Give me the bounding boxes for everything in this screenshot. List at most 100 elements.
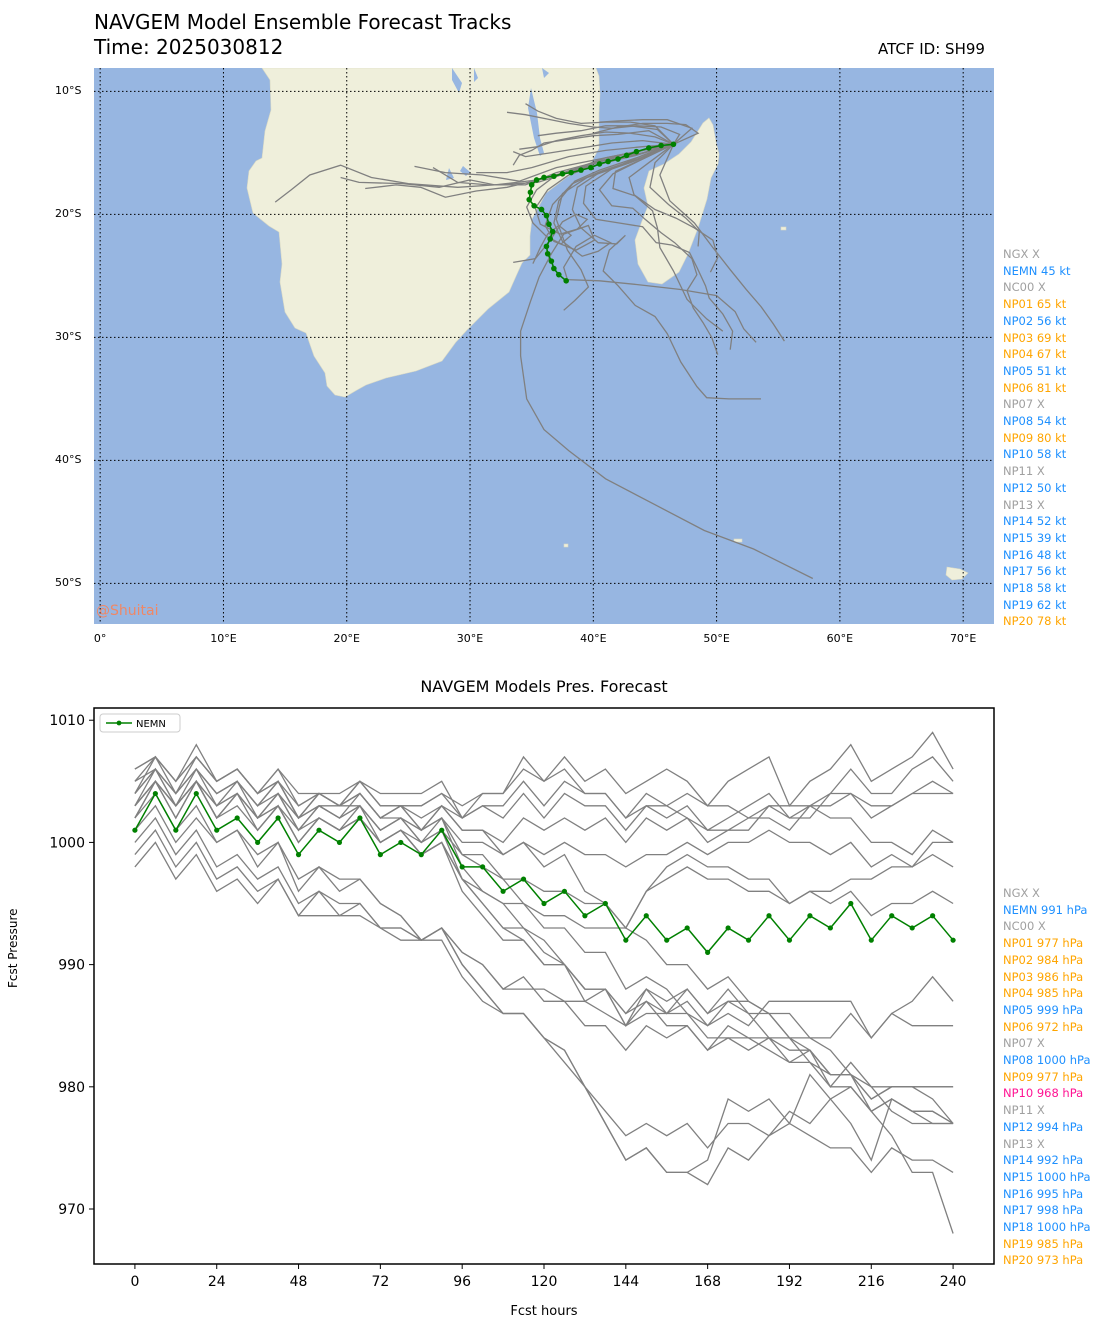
- x-axis-title: Fcst hours: [510, 1304, 578, 1319]
- mean-series-point: [500, 888, 506, 894]
- legend-entry: NP04 67 kt: [1003, 347, 1067, 362]
- watermark: @Shuitai: [96, 603, 159, 619]
- legend-entry: NP19 985 hPa: [1003, 1236, 1084, 1251]
- mean-series-point: [214, 827, 220, 833]
- mean-series-point: [827, 925, 833, 931]
- mean-track-point: [544, 250, 551, 257]
- series-line-np12: [134, 755, 954, 844]
- mean-series-point: [684, 925, 690, 931]
- member-track: [553, 143, 757, 343]
- mean-series-point: [930, 913, 936, 919]
- legend-entry: NP13 X: [1003, 497, 1045, 512]
- island: [780, 226, 787, 231]
- legend-entry: NP17 998 hPa: [1003, 1203, 1084, 1218]
- member-track: [628, 143, 719, 273]
- legend-entry: NP14 992 hPa: [1003, 1153, 1084, 1168]
- mean-series-point: [275, 815, 281, 821]
- legend-entry: NP09 80 kt: [1003, 430, 1067, 445]
- mean-series-point: [889, 913, 895, 919]
- x-tick-label: 216: [858, 1274, 885, 1290]
- mean-track-point: [543, 243, 550, 250]
- legend-entry: NP05 999 hPa: [1003, 1002, 1084, 1017]
- mean-track-point: [555, 271, 562, 278]
- mean-series-point: [459, 864, 465, 870]
- member-track: [537, 125, 674, 145]
- mean-track-point: [531, 202, 537, 209]
- legend-entry: NP20 973 hPa: [1003, 1253, 1084, 1268]
- mean-track-point: [551, 173, 557, 180]
- mean-track-point: [568, 169, 574, 176]
- legend-entry: NGX X: [1003, 247, 1040, 261]
- legend-entry: NP15 1000 hPa: [1003, 1169, 1091, 1184]
- mean-series-point: [377, 852, 383, 858]
- member-track: [525, 103, 674, 145]
- mean-series-point: [439, 827, 445, 833]
- mean-series-point: [193, 790, 199, 797]
- series-line-nc00: [134, 829, 954, 1125]
- mean-series-point: [868, 937, 874, 943]
- legend-entry: NP07 X: [1003, 397, 1045, 412]
- mean-series-point: [541, 900, 547, 907]
- mean-track-point: [633, 148, 640, 155]
- legend-entry: NP08 1000 hPa: [1003, 1053, 1091, 1068]
- kerguelen-island: [945, 566, 969, 581]
- mean-track-point: [549, 228, 556, 235]
- member-track: [599, 119, 694, 145]
- lon-tick-label: 50°E: [703, 632, 730, 645]
- island: [733, 538, 743, 543]
- member-track: [506, 111, 681, 145]
- mean-track-point: [645, 145, 652, 151]
- x-tick-label: 24: [208, 1274, 226, 1290]
- x-tick-label: 240: [940, 1274, 967, 1290]
- mean-series-point: [848, 900, 854, 907]
- series-line-np18: [134, 768, 954, 856]
- legend-entry: NP10 968 hPa: [1003, 1086, 1084, 1101]
- lon-tick-label: 0°: [93, 632, 107, 645]
- mean-track-point: [533, 177, 540, 183]
- lon-tick-label: 30°E: [456, 632, 484, 645]
- mean-series-point: [766, 913, 772, 919]
- legend-entry: NP15 39 kt: [1003, 530, 1067, 545]
- x-tick-label: 48: [290, 1274, 308, 1290]
- legend-entry: NP06 972 hPa: [1003, 1019, 1084, 1034]
- map-title: NAVGEM Model Ensemble Forecast Tracks: [94, 10, 512, 34]
- legend-entry: NC00 X: [1003, 280, 1046, 295]
- mean-series-point: [745, 937, 752, 943]
- legend-entry: NP07 X: [1003, 1036, 1045, 1051]
- chart-legend-box: [99, 713, 181, 733]
- lake: [452, 68, 462, 93]
- chart-legend: NEMN: [99, 713, 181, 733]
- mean-series-point: [357, 815, 363, 821]
- mean-series-point: [255, 839, 261, 846]
- chart-legend-label: NEMN: [136, 719, 166, 730]
- x-tick-label: 168: [694, 1274, 721, 1290]
- legend-entry: NP16 995 hPa: [1003, 1186, 1084, 1201]
- legend-entry: NP20 78 kt: [1003, 614, 1067, 629]
- x-tick-label: 72: [371, 1274, 389, 1290]
- mean-track-point: [527, 189, 534, 196]
- x-tick-label: 96: [453, 1274, 471, 1290]
- legend-entry: NP05 51 kt: [1003, 363, 1067, 378]
- mean-track-point: [543, 212, 550, 219]
- mean-track-point: [547, 236, 553, 242]
- track-map-svg: [94, 68, 994, 624]
- x-tick-label: 0: [130, 1274, 139, 1290]
- chart-legend-marker: [116, 720, 122, 726]
- y-tick-label: 970: [58, 1202, 85, 1218]
- series-line-np20: [134, 816, 954, 1174]
- legend-entry: NP11 X: [1003, 1103, 1045, 1118]
- legend-entry: NEMN 45 kt: [1003, 263, 1071, 278]
- legend-entry: NP18 58 kt: [1003, 581, 1067, 596]
- mean-series-point: [705, 949, 711, 955]
- mean-track-point: [551, 265, 557, 272]
- mean-series-point: [582, 913, 588, 919]
- lat-tick-label: 50°S: [55, 576, 82, 590]
- mean-series-point: [173, 827, 179, 833]
- y-tick-label: 990: [58, 958, 85, 974]
- mean-series-point: [602, 900, 608, 907]
- track-map[interactable]: [94, 68, 994, 624]
- legend-entry: NP04 985 hPa: [1003, 986, 1084, 1001]
- lake: [542, 68, 549, 78]
- member-track: [571, 143, 761, 400]
- legend-entry: NP16 48 kt: [1003, 547, 1067, 562]
